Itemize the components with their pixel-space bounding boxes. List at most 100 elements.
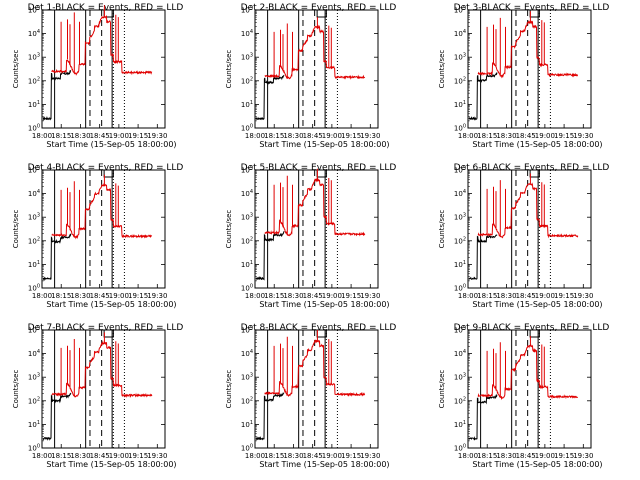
y-tick-exponent: 4 (463, 29, 466, 35)
series-line-events (468, 234, 498, 280)
y-tick-label: 100 (241, 284, 253, 293)
y-axis-label: Counts/sec (225, 50, 233, 89)
y-tick-label: 102 (241, 236, 253, 245)
chart-title: Det 1-BLACK = Events, RED = LLD (28, 3, 184, 13)
chart-panel-2: Det 2-BLACK = Events, RED = LLD100101102… (225, 3, 396, 149)
x-axis-label: Start Time (15-Sep-05 18:00:00) (259, 300, 389, 309)
x-tick-label: 19:15 (341, 132, 361, 140)
y-tick-label: 103 (241, 213, 253, 222)
y-tick-label: 104 (28, 349, 40, 358)
y-axis-label: Counts/sec (12, 210, 20, 249)
y-tick-exponent: 1 (463, 420, 466, 426)
y-tick-exponent: 1 (463, 100, 466, 106)
y-tick-exponent: 5 (37, 6, 40, 12)
x-tick-label: 18:45 (90, 452, 110, 460)
x-axis-label: Start Time (15-Sep-05 18:00:00) (46, 300, 176, 309)
series-line-events (42, 233, 72, 282)
y-axis-label: Counts/sec (438, 210, 446, 249)
y-tick-label: 102 (241, 396, 253, 405)
series-line-events (468, 393, 498, 441)
y-tick-exponent: 0 (37, 284, 40, 290)
y-tick-exponent: 5 (37, 326, 40, 332)
y-tick-exponent: 0 (250, 444, 253, 450)
x-tick-label: 19:00 (109, 452, 129, 460)
y-tick-label: 101 (28, 420, 40, 429)
x-tick-label: 19:15 (128, 132, 148, 140)
y-tick-label: 102 (28, 76, 40, 85)
y-tick-exponent: 4 (250, 29, 253, 35)
x-tick-label: 18:30 (70, 452, 90, 460)
y-tick-label: 102 (454, 396, 466, 405)
x-tick-label: 18:45 (303, 292, 323, 300)
y-tick-exponent: 2 (463, 396, 466, 402)
plot-frame (41, 9, 166, 129)
x-tick-label: 19:30 (147, 132, 167, 140)
chart-panel-4: Det 4-BLACK = Events, RED = LLD100101102… (12, 163, 183, 309)
y-tick-exponent: 1 (37, 420, 40, 426)
x-tick-label: 19:15 (341, 452, 361, 460)
y-tick-exponent: 3 (37, 373, 40, 379)
chart-panel-8: Det 8-BLACK = Events, RED = LLD100101102… (225, 323, 396, 469)
x-tick-label: 18:15 (477, 292, 497, 300)
chart-panel-9: Det 9-BLACK = Events, RED = LLD100101102… (438, 323, 609, 469)
series-line-events (468, 72, 498, 121)
series-line-events (42, 392, 72, 441)
chart-title: Det 2-BLACK = Events, RED = LLD (241, 3, 397, 13)
series-line-lld (477, 173, 579, 239)
x-tick-label: 19:30 (147, 452, 167, 460)
x-tick-label: 19:00 (322, 452, 342, 460)
y-tick-exponent: 4 (250, 349, 253, 355)
x-tick-label: 18:00 (458, 452, 478, 460)
x-tick-label: 18:15 (477, 452, 497, 460)
y-axis-label: Counts/sec (225, 210, 233, 249)
y-tick-exponent: 1 (250, 420, 253, 426)
x-tick-label: 19:30 (573, 452, 593, 460)
y-tick-label: 105 (241, 6, 253, 15)
y-tick-exponent: 3 (250, 53, 253, 59)
x-tick-label: 18:15 (264, 292, 284, 300)
x-tick-label: 18:30 (496, 452, 516, 460)
y-tick-exponent: 2 (37, 76, 40, 82)
y-tick-exponent: 4 (37, 189, 40, 195)
y-tick-label: 103 (28, 213, 40, 222)
marker-box (103, 170, 114, 178)
y-tick-label: 101 (241, 420, 253, 429)
x-tick-label: 19:00 (535, 292, 555, 300)
y-tick-label: 103 (241, 53, 253, 62)
y-tick-label: 100 (241, 444, 253, 453)
x-tick-label: 19:00 (109, 292, 129, 300)
x-tick-label: 19:15 (554, 132, 574, 140)
y-tick-label: 102 (454, 236, 466, 245)
y-tick-label: 105 (454, 326, 466, 335)
plot-frame (254, 329, 379, 449)
y-tick-label: 101 (28, 100, 40, 109)
y-tick-exponent: 2 (250, 76, 253, 82)
y-axis-label: Counts/sec (438, 370, 446, 409)
y-tick-exponent: 0 (463, 444, 466, 450)
chart-panel-6: Det 6-BLACK = Events, RED = LLD100101102… (438, 163, 609, 309)
series-line-lld (477, 11, 578, 79)
y-tick-label: 102 (241, 76, 253, 85)
x-tick-label: 18:15 (477, 132, 497, 140)
y-tick-label: 103 (454, 213, 466, 222)
y-tick-label: 100 (28, 124, 40, 133)
y-tick-exponent: 1 (250, 260, 253, 266)
series-line-lld (51, 5, 153, 76)
series-line-events (255, 231, 285, 281)
y-tick-exponent: 4 (37, 29, 40, 35)
y-tick-exponent: 0 (250, 124, 253, 130)
y-axis-label: Counts/sec (225, 370, 233, 409)
x-tick-label: 18:30 (496, 132, 516, 140)
y-tick-exponent: 3 (463, 53, 466, 59)
x-tick-label: 18:00 (245, 452, 265, 460)
y-tick-label: 100 (28, 284, 40, 293)
x-tick-label: 19:30 (360, 292, 380, 300)
x-tick-label: 19:00 (322, 292, 342, 300)
x-tick-label: 18:30 (496, 292, 516, 300)
series-line-events (42, 69, 72, 121)
x-tick-label: 18:30 (70, 292, 90, 300)
x-axis-label: Start Time (15-Sep-05 18:00:00) (472, 460, 602, 469)
y-tick-label: 102 (28, 396, 40, 405)
y-tick-label: 100 (241, 124, 253, 133)
y-tick-exponent: 1 (37, 260, 40, 266)
